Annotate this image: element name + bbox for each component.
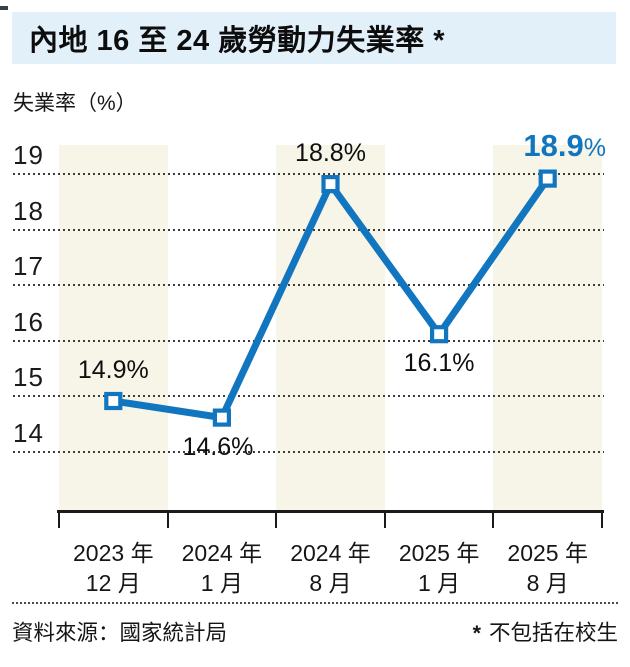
axis-tick (601, 513, 603, 528)
axis-tick (58, 513, 60, 528)
x-label-month: 1 月 (200, 570, 243, 596)
gridline (13, 173, 604, 175)
x-label-month: 12 月 (85, 570, 141, 596)
data-point-marker (212, 408, 231, 427)
column-shading-band (276, 145, 385, 512)
data-point-label: 14.6% (182, 432, 254, 461)
axis-tick (492, 513, 495, 528)
y-axis-tick-label: 17 (13, 251, 44, 282)
data-point-label: 18.9% (485, 128, 630, 164)
x-axis-category-label: 2025 年 8 月 (483, 538, 613, 598)
footnote: * 不包括在校生 (473, 616, 618, 647)
x-label-month: 8 月 (309, 570, 352, 596)
column-shading-band (493, 145, 602, 512)
y-axis-tick-label: 15 (13, 362, 44, 393)
x-axis-line (57, 510, 604, 513)
x-label-year: 2024 年 (290, 540, 371, 566)
data-point-marker (538, 169, 557, 188)
footer-separator (12, 602, 618, 604)
column-shading-band (59, 145, 168, 512)
data-point-marker (430, 325, 449, 344)
gridline (13, 395, 604, 398)
data-point-marker (104, 391, 123, 411)
y-axis-unit-label: 失業率（%） (13, 92, 137, 115)
gridline (13, 451, 604, 453)
axis-tick (275, 513, 278, 528)
x-axis-category-label: 2023 年 12 月 (48, 538, 178, 598)
data-point-label: 14.9% (77, 356, 149, 384)
footnote-asterisk: * (472, 621, 481, 645)
x-label-year: 2025 年 (398, 540, 480, 566)
x-axis-category-label: 2025 年 1 月 (374, 538, 504, 598)
axis-tick (383, 513, 386, 528)
data-point-label: 18.8% (295, 139, 366, 168)
source-credit: 資料來源：國家統計局 (12, 621, 228, 645)
gridline (13, 339, 604, 342)
x-label-month: 8 月 (526, 570, 569, 596)
y-axis-tick-label: 19 (13, 140, 44, 170)
highlight-value: 18.9 (523, 127, 584, 163)
highlight-percent-sign: % (583, 133, 606, 162)
gridline (13, 284, 604, 287)
x-label-month: 1 月 (418, 570, 461, 596)
axis-tick (166, 513, 169, 528)
y-axis-tick-label: 14 (13, 418, 44, 448)
data-point-label: 16.1% (403, 349, 475, 378)
x-axis-category-label: 2024 年 1 月 (157, 538, 287, 598)
data-point-marker (321, 175, 340, 194)
screen-edge-artifact (0, 6, 8, 10)
footnote-text: 不包括在校生 (488, 621, 618, 645)
title-band: 內地 16 至 24 歲勞動力失業率 * (12, 12, 616, 64)
x-label-year: 2023 年 (73, 540, 154, 566)
y-axis-tick-label: 16 (13, 306, 44, 337)
x-label-year: 2025 年 (507, 540, 588, 566)
x-axis-category-label: 2024 年 8 月 (266, 538, 396, 598)
x-label-year: 2024 年 (181, 540, 263, 566)
y-axis-tick-label: 18 (13, 195, 44, 226)
page-title: 內地 16 至 24 歲勞動力失業率 * (29, 25, 446, 57)
